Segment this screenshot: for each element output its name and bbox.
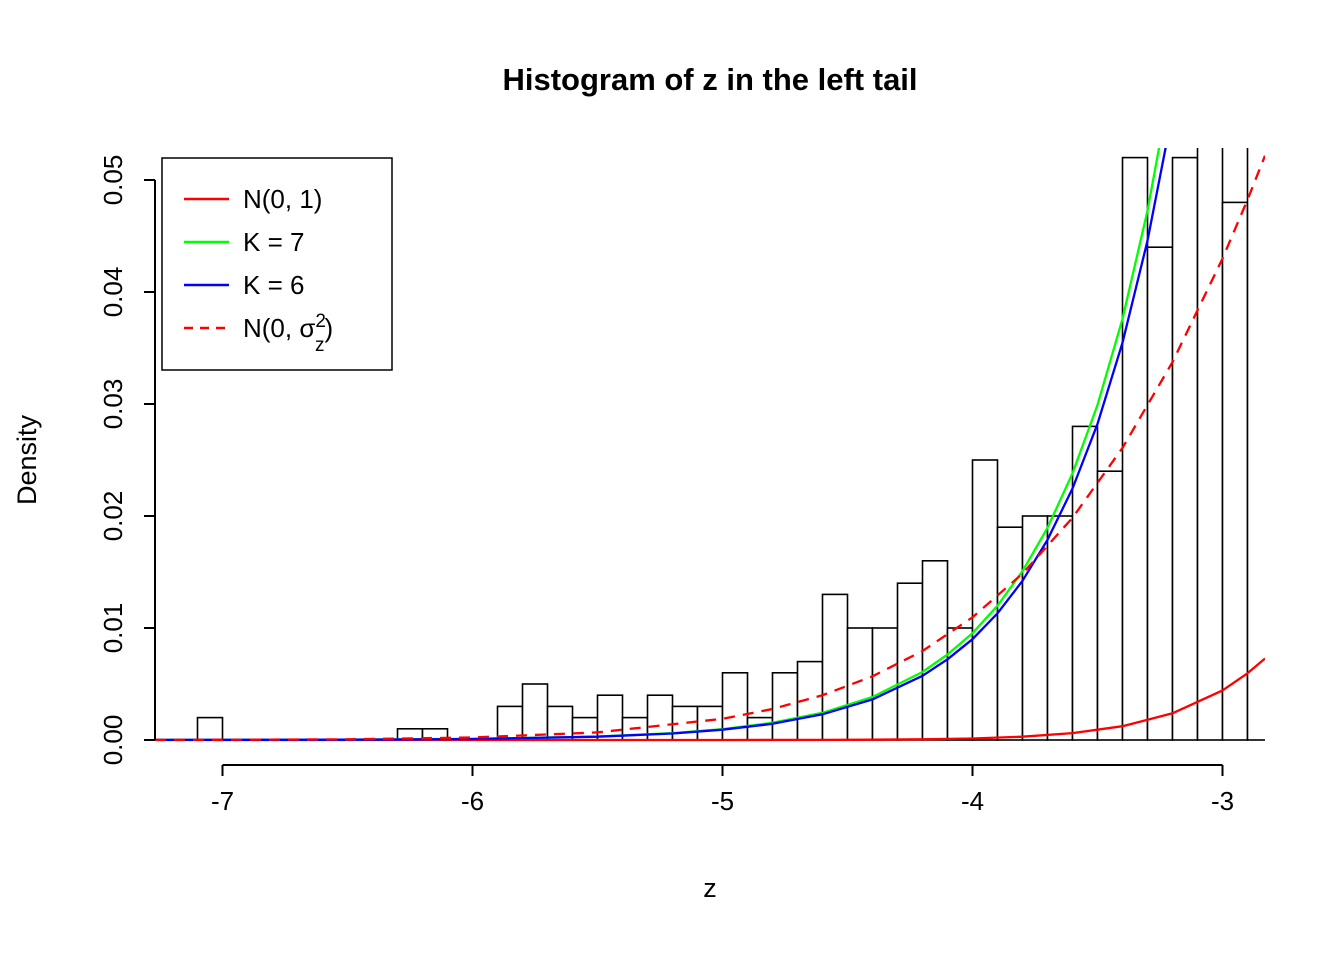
- histogram-bar: [1221, 201, 1249, 741]
- density-curves: [155, 148, 1265, 742]
- legend-item-label: N(0, σ2 z): [243, 311, 333, 356]
- histogram-bar: [821, 593, 849, 741]
- y-tick-label: 0.04: [98, 267, 128, 318]
- y-axis-label: Density: [12, 414, 42, 505]
- histogram-bar: [921, 559, 949, 741]
- axes: -7 -6 -5 -4 -3 0.00 0.01 0.02 0.03 0.04 0.05: [98, 155, 1234, 816]
- y-tick-label: 0.01: [98, 603, 128, 654]
- histogram-bar: [596, 694, 624, 741]
- histogram-bar: [1021, 515, 1049, 741]
- histogram-bar: [1196, 148, 1224, 741]
- legend-item-label: K = 7: [243, 227, 304, 257]
- histogram-bar: [1071, 425, 1099, 741]
- histogram-bar: [196, 716, 224, 741]
- histogram-bar: [1096, 470, 1124, 741]
- curve-0: [155, 657, 1265, 742]
- histogram-bar: [846, 627, 874, 741]
- histogram-bar: [871, 627, 899, 741]
- histogram-bar: [946, 627, 974, 741]
- chart-title: Histogram of z in the left tail: [502, 62, 917, 97]
- histogram-bar: [1246, 148, 1265, 741]
- x-tick-label: -7: [211, 786, 234, 816]
- histogram-bar: [996, 526, 1024, 741]
- curve-2: [155, 148, 1167, 742]
- legend: N(0, 1) K = 7 K = 6 N(0, σ2 z): [161, 157, 393, 371]
- x-tick-label: -4: [961, 786, 984, 816]
- x-tick-label: -5: [711, 786, 734, 816]
- legend-item-label: K = 6: [243, 270, 304, 300]
- x-tick-label: -3: [1211, 786, 1234, 816]
- x-tick-label: -6: [461, 786, 484, 816]
- histogram-bar: [1121, 156, 1149, 741]
- histogram-bar: [896, 582, 924, 741]
- histogram-bar: [746, 716, 774, 741]
- histogram-bar: [1146, 246, 1174, 741]
- histogram-bar: [1171, 156, 1199, 741]
- histogram-bar: [1046, 515, 1074, 741]
- histogram-bar: [696, 705, 724, 741]
- y-tick-label: 0.05: [98, 155, 128, 206]
- histogram-bar: [521, 683, 549, 741]
- legend-box: [161, 157, 393, 371]
- y-tick-label: 0.03: [98, 379, 128, 430]
- legend-item-label: N(0, 1): [243, 184, 322, 214]
- histogram-bars: [196, 148, 1265, 741]
- curve-3: [155, 155, 1265, 742]
- y-tick-label: 0.00: [98, 715, 128, 766]
- y-tick-label: 0.02: [98, 491, 128, 542]
- histogram-bar: [971, 459, 999, 741]
- x-axis-label: z: [703, 873, 717, 903]
